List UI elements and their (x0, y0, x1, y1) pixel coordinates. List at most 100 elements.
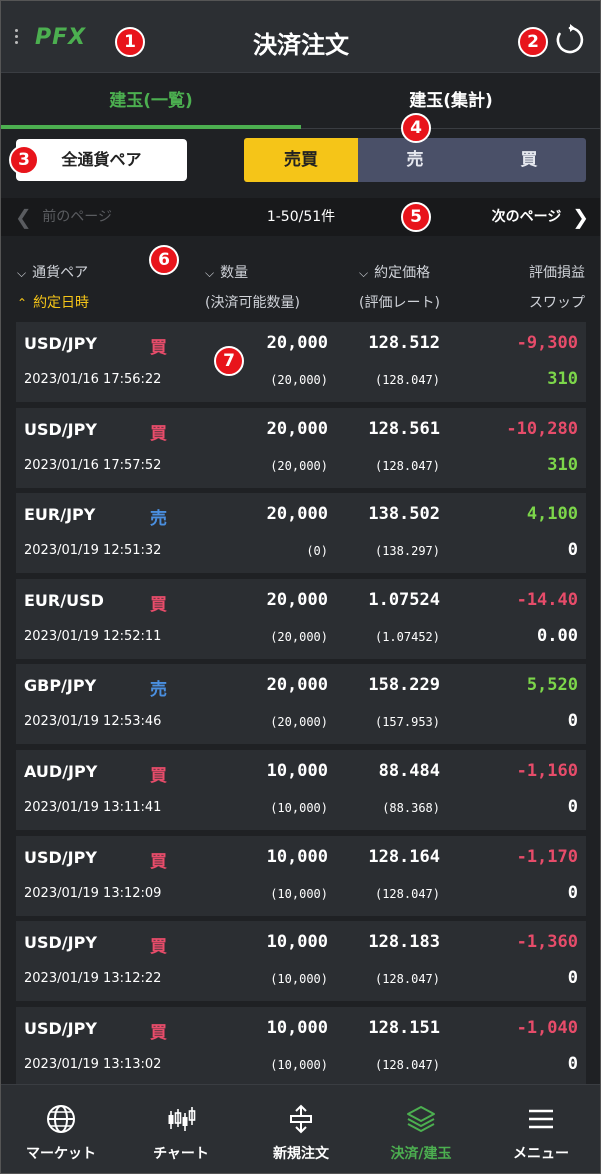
position-price: 128.183 (368, 932, 440, 953)
position-qty-available: (0) (306, 544, 328, 559)
position-trade-datetime: 2023/01/16 17:57:52 (24, 457, 162, 473)
position-swap: 0 (567, 711, 578, 732)
position-trade-datetime: 2023/01/19 13:12:09 (24, 885, 162, 901)
position-price: 138.502 (368, 504, 440, 525)
pfx-logo: PFX (35, 25, 87, 50)
annotation-badge-2: 2 (518, 27, 548, 57)
position-pl: -1,160 (516, 761, 578, 781)
position-price: 128.151 (368, 1017, 440, 1038)
nav-chart[interactable]: チャート (121, 1085, 241, 1173)
position-qty: 20,000 (266, 333, 328, 353)
position-trade-datetime: 2023/01/19 13:11:41 (24, 800, 162, 815)
position-trade-datetime: 2023/01/16 17:56:22 (24, 372, 162, 387)
position-qty-available: (20,000) (270, 715, 328, 730)
prev-page-label: 前のページ (42, 209, 112, 225)
sort-qty-header[interactable]: ⌵ 数量 (205, 262, 248, 282)
new-order-icon (290, 1104, 312, 1134)
position-pair: USD/JPY (24, 1018, 97, 1038)
position-row[interactable]: GBP/JPY 売 2023/01/19 12:53:46 20,000 (20,000… (16, 664, 586, 745)
position-price: 128.561 (368, 418, 440, 439)
position-trade-datetime: 2023/01/19 12:52:11 (24, 628, 162, 644)
chevron-left-icon: ❮ (15, 205, 32, 229)
sort-price-header[interactable]: ⌵ 約定価格 (359, 262, 430, 282)
next-page-button[interactable]: 次のページ ❯ (492, 198, 589, 236)
position-rate: (1.07452) (374, 629, 440, 644)
tab-bar: 建玉(一覧) 建玉(集計) (1, 73, 600, 129)
position-rate: (138.297) (374, 544, 440, 559)
next-page-label: 次のページ (491, 209, 562, 225)
refresh-icon[interactable] (553, 23, 587, 57)
chevron-down-icon: ⌵ (205, 266, 215, 280)
annotation-badge-5: 5 (401, 202, 431, 232)
position-price: 88.484 (378, 761, 440, 781)
sort-pair-header[interactable]: ⌵ 通貨ペア (17, 262, 88, 282)
position-price: 158.229 (368, 675, 440, 696)
chevron-right-icon: ❯ (572, 205, 589, 229)
annotation-badge-7: 7 (214, 346, 244, 376)
tab-positions-summary[interactable]: 建玉(集計) (409, 91, 493, 111)
position-rate: (128.047) (374, 1057, 440, 1072)
nav-new-order[interactable]: 新規注文 (241, 1085, 361, 1173)
col-qty-label: 数量 (220, 265, 249, 281)
position-swap: 310 (547, 369, 578, 389)
col-pair-label: 通貨ペア (32, 265, 89, 281)
position-pair: AUD/JPY (24, 762, 98, 781)
position-row[interactable]: USD/JPY 買 2023/01/19 13:13:02 10,000 (10,000… (16, 1006, 586, 1087)
position-side: 買 (150, 594, 167, 615)
position-qty-available: (10,000) (270, 886, 328, 901)
position-pl: -1,360 (516, 932, 578, 953)
position-rate: (88.368) (382, 801, 440, 815)
position-row[interactable]: EUR/JPY 売 2023/01/19 12:51:32 20,000 (0) 138.… (16, 493, 586, 574)
position-trade-datetime: 2023/01/19 12:53:46 (24, 714, 162, 730)
position-pl: -9,300 (516, 333, 578, 353)
position-row[interactable]: EUR/USD 買 2023/01/19 12:52:11 20,000 (20,000… (16, 578, 586, 659)
segment-buy-sell[interactable]: 売買 (244, 138, 358, 182)
position-side: 売 (150, 509, 167, 530)
position-side: 買 (150, 766, 167, 786)
chevron-down-icon: ⌵ (359, 266, 369, 280)
position-swap: 0 (567, 540, 578, 561)
pagination-bar: ❮ 前のページ 1-50/51件 次のページ ❯ (1, 198, 600, 236)
nav-market[interactable]: マーケット (1, 1085, 121, 1173)
prev-page-button[interactable]: ❮ 前のページ (15, 198, 112, 236)
segment-sell[interactable]: 売 (406, 150, 424, 170)
position-pl: -10,280 (506, 418, 578, 439)
position-swap: 0 (567, 968, 578, 989)
position-swap: 0 (567, 882, 578, 903)
position-rate: (128.047) (374, 972, 440, 987)
position-qty: 10,000 (266, 932, 328, 953)
nav-settlement-label: 決済/建玉 (390, 1146, 452, 1162)
nav-menu[interactable]: メニュー (481, 1085, 600, 1173)
layers-icon (407, 1106, 435, 1132)
column-headers: ⌵ 通貨ペア ⌃ 約定日時 ⌵ 数量 (決済可能数量) ⌵ 約定価格 (評価レート) 評… (1, 236, 600, 320)
position-row[interactable]: USD/JPY 買 2023/01/19 13:12:22 10,000 (10,000… (16, 921, 586, 1002)
position-qty-available: (20,000) (270, 458, 328, 473)
annotation-badge-1: 1 (115, 27, 145, 57)
tab-positions-list[interactable]: 建玉(一覧) (109, 91, 193, 111)
col-rate-label: (評価レート) (359, 295, 440, 311)
annotation-badge-4: 4 (401, 113, 431, 143)
position-qty-available: (20,000) (270, 373, 328, 387)
segment-buy[interactable]: 買 (520, 150, 538, 170)
position-row[interactable]: USD/JPY 買 2023/01/19 13:12:09 10,000 (10,000… (16, 835, 586, 916)
position-qty-available: (20,000) (270, 629, 328, 644)
nav-menu-label: メニュー (513, 1146, 569, 1162)
sort-trade-datetime-header[interactable]: ⌃ 約定日時 (17, 292, 89, 312)
position-row[interactable]: USD/JPY 買 2023/01/16 17:56:22 20,000 (20,000… (16, 322, 586, 402)
position-row[interactable]: USD/JPY 買 2023/01/16 17:57:52 20,000 (20,000… (16, 407, 586, 488)
candlestick-icon (168, 1107, 196, 1131)
position-pair: EUR/USD (24, 590, 104, 610)
position-qty: 20,000 (266, 418, 328, 439)
col-pl-label: 評価損益 (529, 265, 585, 281)
position-pair: USD/JPY (24, 933, 97, 953)
position-pl: -1,170 (516, 846, 578, 867)
kebab-menu-icon[interactable] (13, 29, 23, 53)
position-rate: (128.047) (374, 373, 440, 387)
annotation-badge-3: 3 (9, 145, 39, 175)
position-row[interactable]: AUD/JPY 買 2023/01/19 13:11:41 10,000 (10,000… (16, 750, 586, 830)
position-qty-available: (10,000) (270, 801, 328, 815)
nav-settlement-positions[interactable]: 決済/建玉 (361, 1085, 481, 1173)
position-trade-datetime: 2023/01/19 13:12:22 (24, 971, 162, 987)
currency-pair-filter-button[interactable]: 全通貨ペア (16, 139, 187, 181)
position-pl: -14.40 (516, 589, 578, 610)
